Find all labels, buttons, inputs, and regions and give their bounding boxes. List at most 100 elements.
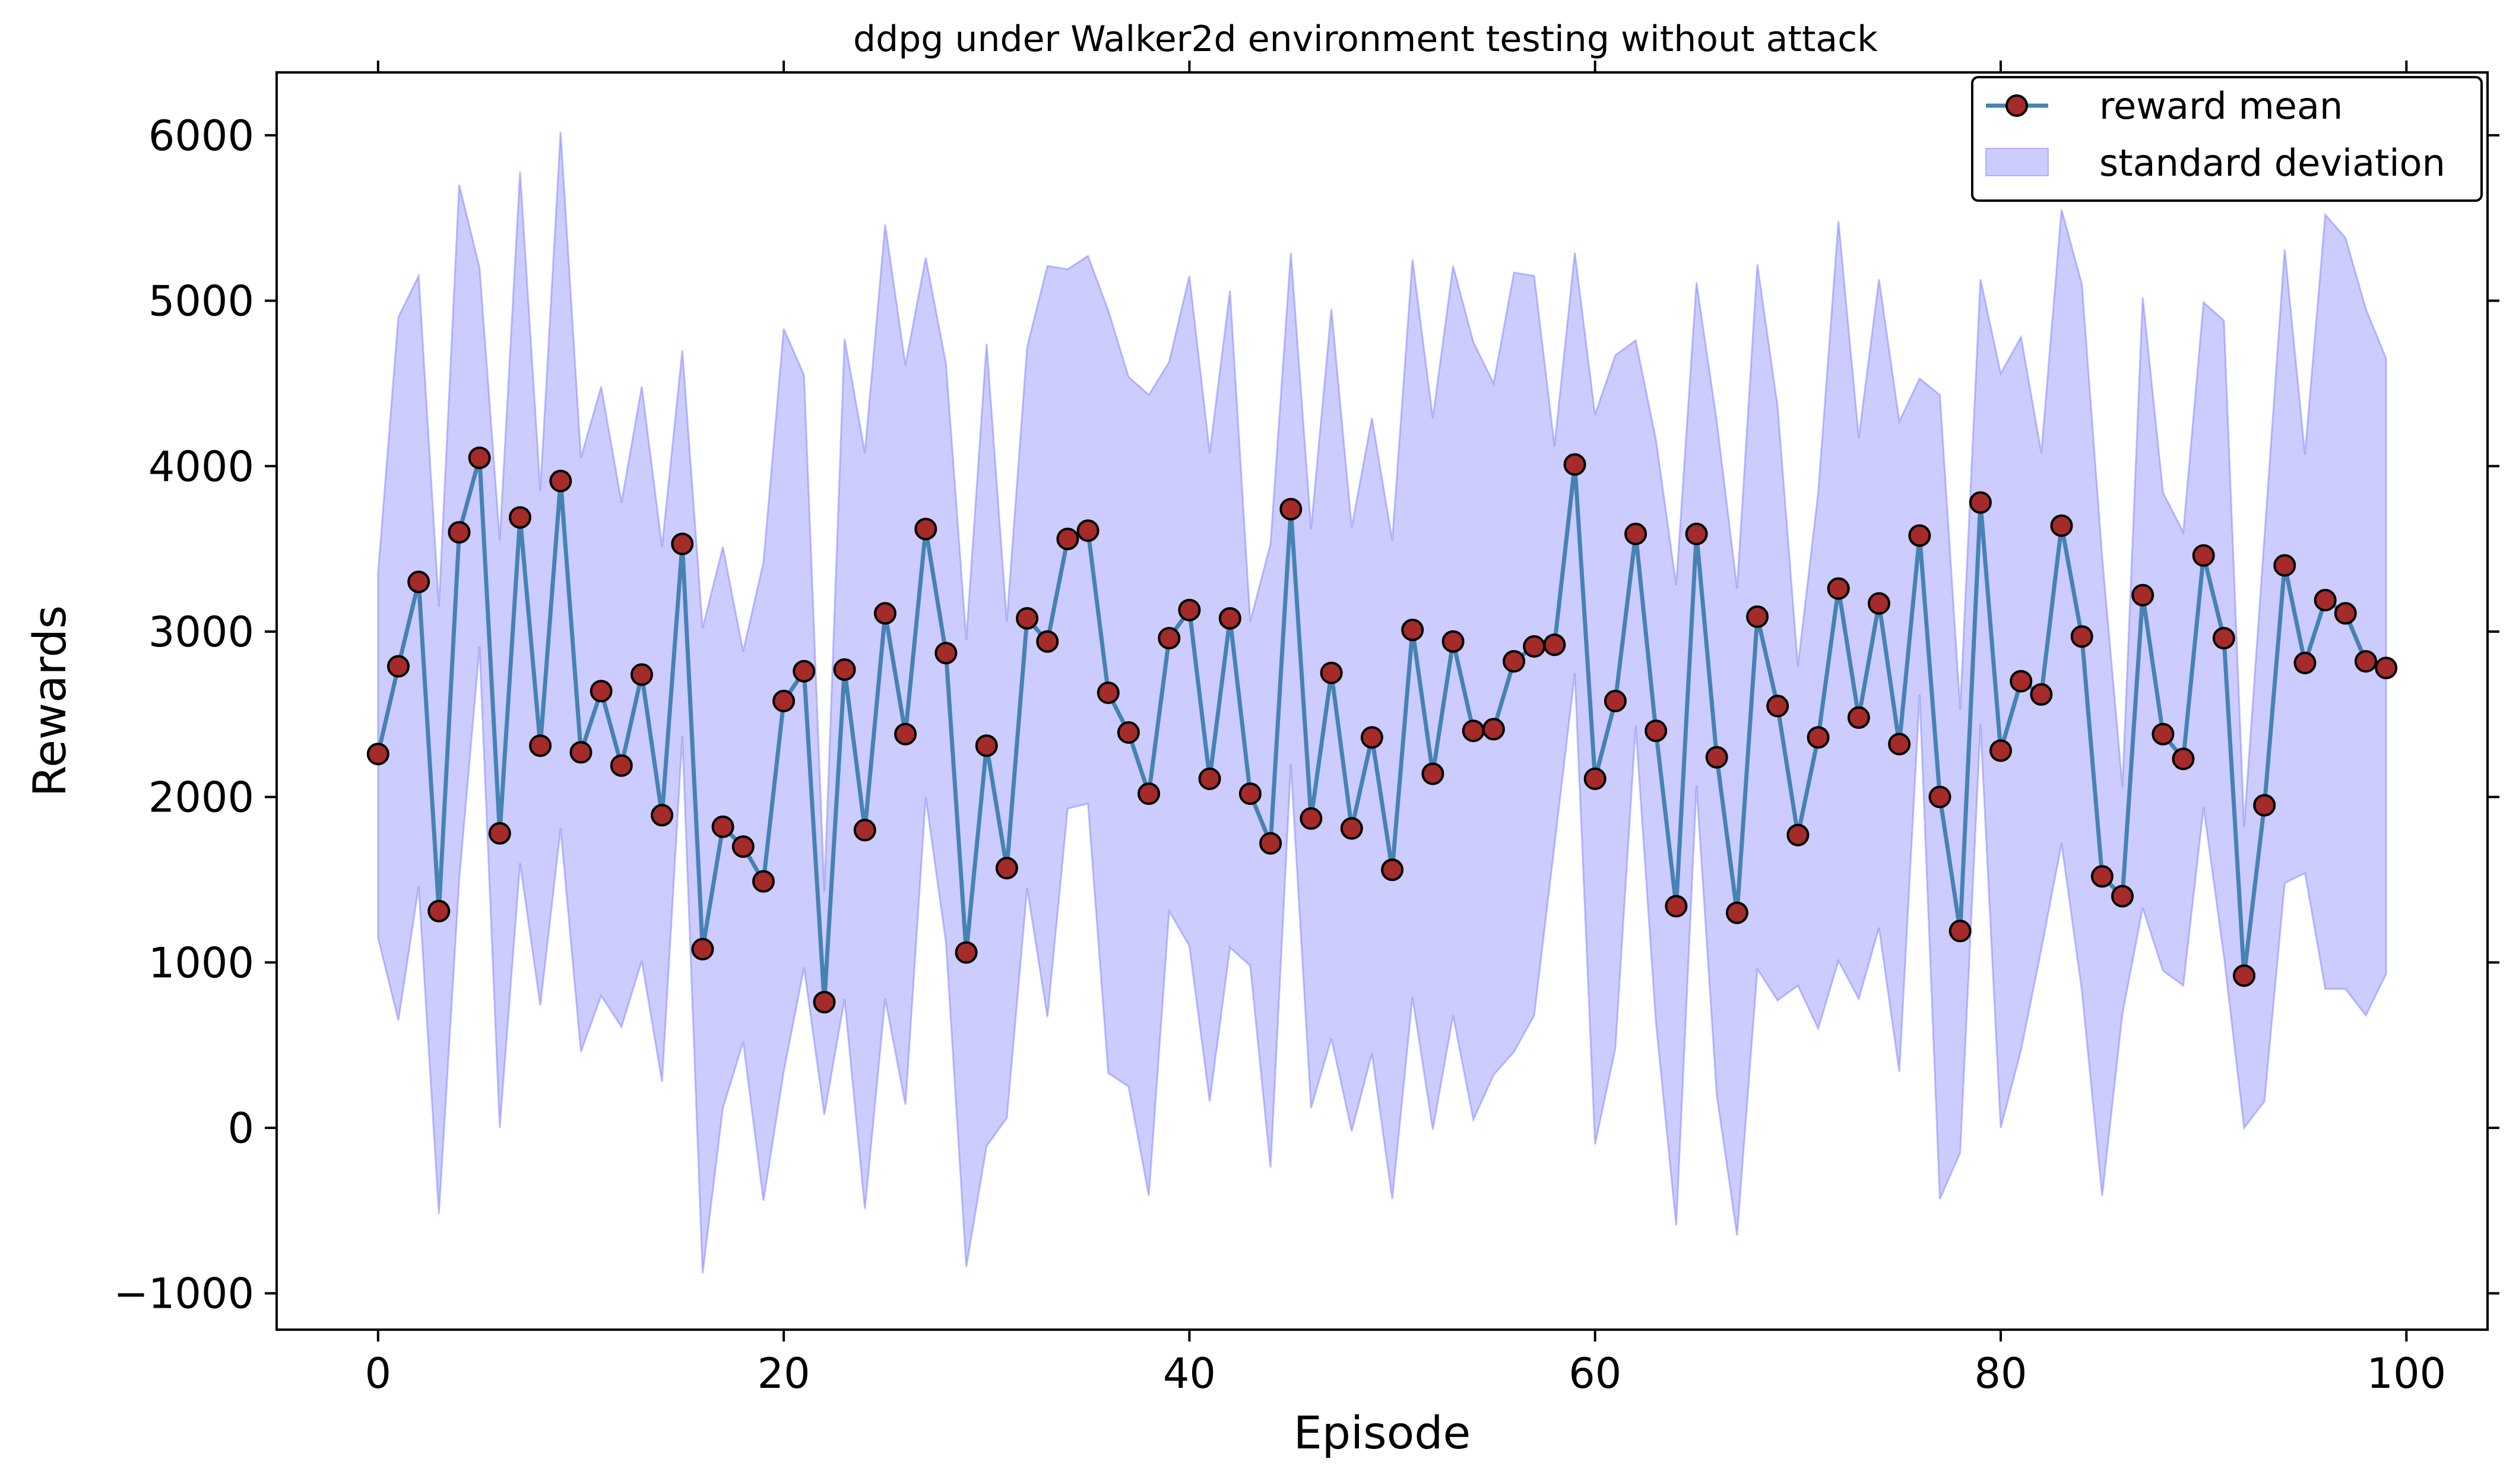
reward-mean-point bbox=[1300, 807, 1323, 830]
reward-mean-point bbox=[407, 570, 430, 594]
reward-mean-point bbox=[1320, 661, 1343, 684]
reward-mean-point bbox=[1441, 630, 1465, 653]
y-tick-label: 4000 bbox=[148, 442, 254, 491]
reward-mean-point bbox=[1117, 721, 1140, 744]
reward-mean-point bbox=[1462, 719, 1485, 743]
reward-mean-point bbox=[651, 804, 674, 827]
reward-mean-point bbox=[914, 518, 937, 541]
reward-mean-point bbox=[1401, 619, 1424, 642]
reward-mean-point bbox=[2172, 747, 2195, 770]
reward-mean-point bbox=[1563, 453, 1586, 476]
x-tick-label: 40 bbox=[1163, 1349, 1216, 1398]
reward-mean-point bbox=[1238, 782, 1262, 806]
reward-mean-point bbox=[488, 822, 511, 845]
reward-mean-point bbox=[2212, 627, 2235, 650]
reward-mean-point bbox=[2070, 625, 2093, 648]
reward-mean-point bbox=[1340, 817, 1363, 840]
reward-mean-point bbox=[1360, 726, 1383, 749]
reward-mean-point bbox=[1218, 607, 1241, 630]
reward-mean-point bbox=[1685, 522, 1708, 546]
x-tick-label: 100 bbox=[2367, 1349, 2447, 1398]
x-tick-label: 60 bbox=[1569, 1349, 1621, 1398]
reward-mean-point bbox=[1969, 491, 1992, 514]
reward-mean-point bbox=[1381, 858, 1404, 881]
std-band bbox=[377, 132, 2387, 1274]
reward-mean-point bbox=[772, 690, 796, 712]
reward-mean-point bbox=[1016, 607, 1039, 630]
reward-mean-line bbox=[376, 455, 2387, 1004]
reward-mean-point bbox=[366, 743, 389, 766]
y-axis-label: Rewards bbox=[23, 605, 76, 797]
reward-mean-point bbox=[1543, 633, 1566, 657]
reward-mean-point bbox=[2050, 514, 2073, 537]
reward-mean-point bbox=[569, 741, 592, 764]
reward-mean-point bbox=[590, 680, 613, 703]
reward-mean-point bbox=[2192, 544, 2215, 567]
legend-label-standard-deviation: standard deviation bbox=[2099, 141, 2445, 185]
reward-mean-point bbox=[691, 938, 714, 960]
y-tick-label: 2000 bbox=[148, 773, 254, 822]
x-axis: 0 20 40 60 80 100 bbox=[365, 61, 2447, 1398]
reward-mean-point bbox=[1705, 746, 1728, 769]
y-tick-label: 0 bbox=[227, 1104, 254, 1153]
reward-mean-point bbox=[934, 642, 958, 665]
mean-line-layer bbox=[376, 455, 2387, 1004]
reward-mean-point bbox=[1259, 832, 1282, 855]
reward-mean-point bbox=[731, 835, 755, 858]
legend-label-reward-mean: reward mean bbox=[2099, 84, 2343, 128]
chart-title: ddpg under Walker2d environment testing … bbox=[853, 18, 1878, 60]
reward-mean-point bbox=[448, 521, 471, 544]
reward-mean-point bbox=[387, 655, 410, 678]
reward-mean-point bbox=[853, 819, 876, 842]
y-tick-label: 6000 bbox=[148, 112, 254, 160]
reward-mean-point bbox=[2355, 650, 2377, 673]
reward-mean-point bbox=[1807, 726, 1830, 749]
reward-mean-point bbox=[1928, 785, 1951, 808]
x-axis-label: Episode bbox=[1294, 1406, 1471, 1459]
reward-mean-point bbox=[752, 870, 775, 893]
reward-mean-point bbox=[610, 754, 633, 777]
reward-mean-point bbox=[1725, 901, 1748, 924]
plot-frame bbox=[275, 71, 2489, 1331]
reward-mean-point bbox=[2273, 554, 2296, 577]
reward-mean-point bbox=[2293, 651, 2317, 674]
legend-band-swatch bbox=[1985, 148, 2049, 176]
std-band-layer bbox=[377, 132, 2387, 1274]
reward-mean-point bbox=[1056, 527, 1079, 550]
reward-mean-point bbox=[1786, 823, 1810, 846]
reward-mean-point bbox=[1076, 519, 1100, 542]
reward-mean-point bbox=[2030, 683, 2053, 706]
reward-mean-point bbox=[2375, 657, 2398, 680]
reward-mean-point bbox=[1137, 782, 1161, 806]
y-tick-label: 1000 bbox=[148, 938, 254, 987]
reward-mean-point bbox=[1868, 592, 1890, 615]
reward-mean-point bbox=[1158, 627, 1181, 650]
reward-mean-point bbox=[2233, 964, 2255, 987]
reward-mean-point bbox=[1847, 706, 1870, 729]
reward-mean-point bbox=[2131, 584, 2154, 607]
legend: reward mean standard deviation bbox=[1971, 76, 2483, 202]
reward-mean-point bbox=[1583, 768, 1607, 790]
reward-mean-point bbox=[1888, 733, 1911, 756]
reward-mean-point bbox=[955, 941, 978, 964]
reward-mean-point bbox=[1989, 739, 2012, 762]
reward-mean-point bbox=[874, 602, 896, 625]
x-tick-label: 20 bbox=[758, 1349, 810, 1398]
reward-mean-point bbox=[1624, 522, 1647, 546]
y-tick-label: 5000 bbox=[148, 277, 254, 326]
reward-mean-point bbox=[630, 663, 653, 686]
reward-mean-point bbox=[1746, 605, 1769, 628]
reward-mean-point bbox=[1036, 630, 1059, 653]
reward-mean-point bbox=[1908, 524, 1931, 547]
legend-box bbox=[1971, 76, 2483, 202]
reward-mean-point bbox=[529, 734, 552, 757]
reward-mean-point bbox=[2111, 884, 2134, 908]
reward-mean-point bbox=[1766, 695, 1789, 718]
reward-mean-point bbox=[1421, 762, 1444, 785]
reward-mean-point bbox=[1198, 768, 1221, 790]
reward-mean-point bbox=[549, 470, 572, 493]
y-tick-label: −1000 bbox=[113, 1270, 254, 1318]
reward-mean-point bbox=[2314, 589, 2337, 611]
reward-mean-point bbox=[1948, 919, 1972, 943]
